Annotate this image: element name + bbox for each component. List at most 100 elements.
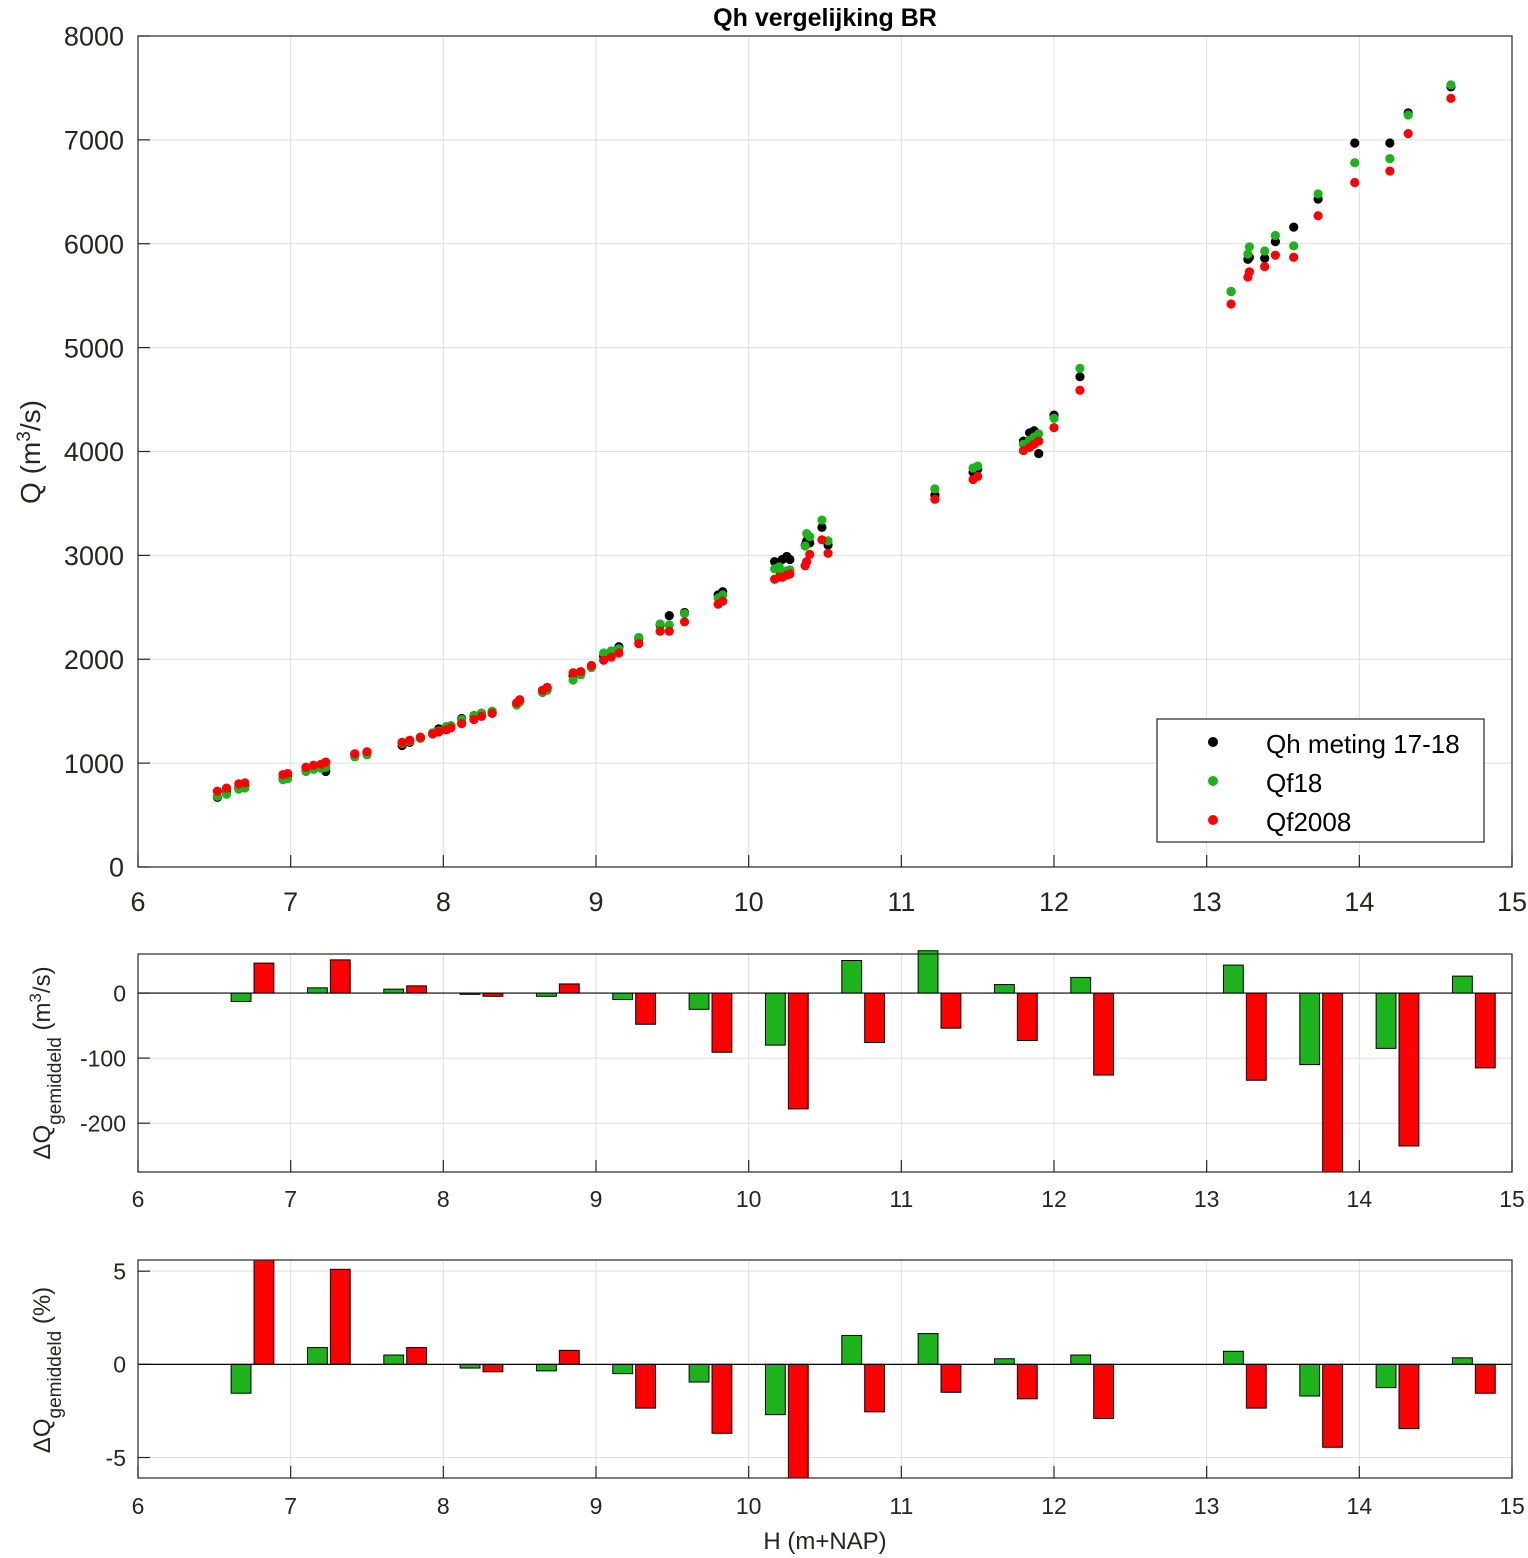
data-point [1350, 138, 1360, 148]
legend-marker-qf18 [1208, 776, 1218, 786]
x-tick-label: 12 [1039, 887, 1069, 917]
data-point [212, 786, 222, 796]
bar [1451, 1357, 1473, 1365]
bar-series-qf2008 [253, 959, 1496, 1173]
data-point [301, 762, 311, 772]
x-tick-label: 8 [436, 887, 451, 917]
bar [482, 1363, 504, 1373]
data-point [800, 541, 810, 551]
pct-diff-y-axis-label: ΔQgemiddeld (%) [29, 1287, 66, 1453]
x-tick-label: 15 [1497, 887, 1527, 917]
data-point [542, 682, 552, 692]
bar [558, 983, 580, 994]
x-tick-label: 13 [1194, 1186, 1220, 1212]
data-point [1313, 211, 1323, 221]
data-point [221, 783, 232, 793]
bar [306, 1347, 328, 1365]
data-point [679, 608, 690, 619]
bar [787, 1363, 809, 1479]
data-point [614, 648, 624, 658]
data-point [476, 711, 487, 721]
y-tick-label: 2000 [64, 645, 124, 675]
data-point [576, 667, 586, 677]
x-tick-label: 9 [590, 1493, 603, 1519]
bar [993, 1358, 1015, 1365]
data-point [634, 639, 644, 649]
data-point [1244, 242, 1255, 252]
legend-label-measurement: Qh meting 17-18 [1266, 729, 1460, 759]
legend-marker-measurement [1208, 737, 1218, 747]
x-tick-label: 7 [284, 1493, 297, 1519]
x-tick-label: 8 [437, 1493, 450, 1519]
abs-diff-y-axis-label: ΔQgemiddeld (m3/s) [26, 966, 66, 1159]
data-point [1403, 129, 1413, 139]
abs-diff-plot-area [138, 954, 1512, 1172]
bar [1070, 1354, 1092, 1365]
data-point [1226, 286, 1236, 297]
data-point [1034, 448, 1044, 459]
data-point [823, 548, 833, 558]
data-point [434, 727, 444, 737]
data-point [930, 494, 940, 504]
abs-diff-gridlines [137, 954, 1513, 1172]
y-tick-label: 0 [113, 980, 126, 1006]
data-point [930, 484, 940, 494]
x-tick-label: 10 [736, 1493, 762, 1519]
bar [230, 1363, 252, 1394]
data-point [515, 695, 525, 705]
bar [612, 992, 634, 1001]
bar-series-qf18 [230, 1333, 1473, 1416]
x-tick-label: 10 [736, 1186, 762, 1212]
data-point [802, 557, 812, 567]
bar [940, 1363, 962, 1393]
y-tick-label: 4000 [64, 437, 124, 467]
data-point [487, 708, 497, 718]
y-tick-label: -5 [106, 1445, 126, 1471]
x-tick-label: 6 [130, 887, 145, 917]
bar [940, 992, 962, 1029]
y-tick-label: 0 [113, 1352, 126, 1378]
data-point [1049, 413, 1059, 423]
data-point [1446, 93, 1456, 103]
y-tick-label: 5000 [64, 333, 124, 363]
bar [1222, 1350, 1244, 1365]
data-point [1313, 189, 1323, 199]
y-tick-label: 7000 [64, 126, 124, 156]
y-tick-label: -200 [80, 1110, 126, 1136]
abs-diff-tick-labels: 6 7 8 9 10 11 12 13 14 15 0 -100 -200 [80, 980, 1525, 1212]
data-point [664, 611, 674, 621]
pct-diff-bars [138, 1259, 1512, 1479]
x-tick-label: 15 [1499, 1186, 1525, 1212]
bar-series-qf18 [230, 950, 1473, 1066]
bar [993, 984, 1015, 994]
data-point [655, 619, 665, 629]
data-point [415, 732, 426, 742]
x-tick-label: 14 [1344, 887, 1374, 917]
data-point [1446, 80, 1456, 90]
bar [1375, 1363, 1397, 1389]
bar [711, 992, 733, 1053]
data-point [1034, 436, 1044, 446]
data-point [1385, 166, 1395, 176]
data-point [664, 626, 674, 636]
x-tick-label: 12 [1041, 1493, 1067, 1519]
data-point [1075, 363, 1085, 373]
bar-series-qf2008 [253, 1259, 1496, 1479]
data-point [1049, 423, 1059, 433]
bar [230, 992, 252, 1003]
data-point [1289, 241, 1299, 251]
legend: Qh meting 17-18 Qf18 Qf2008 [1156, 718, 1485, 843]
data-point [362, 747, 372, 757]
data-point [446, 723, 456, 733]
data-point [1289, 222, 1299, 232]
data-point [469, 714, 479, 725]
data-point [1385, 138, 1395, 148]
x-tick-label: 12 [1041, 1186, 1067, 1212]
data-point [606, 652, 616, 662]
scatter-axes-box [137, 35, 1513, 868]
scatter-points [212, 80, 1456, 803]
x-tick-label: 9 [590, 1186, 603, 1212]
legend-label-qf2008: Qf2008 [1266, 807, 1351, 837]
data-point [817, 535, 827, 545]
